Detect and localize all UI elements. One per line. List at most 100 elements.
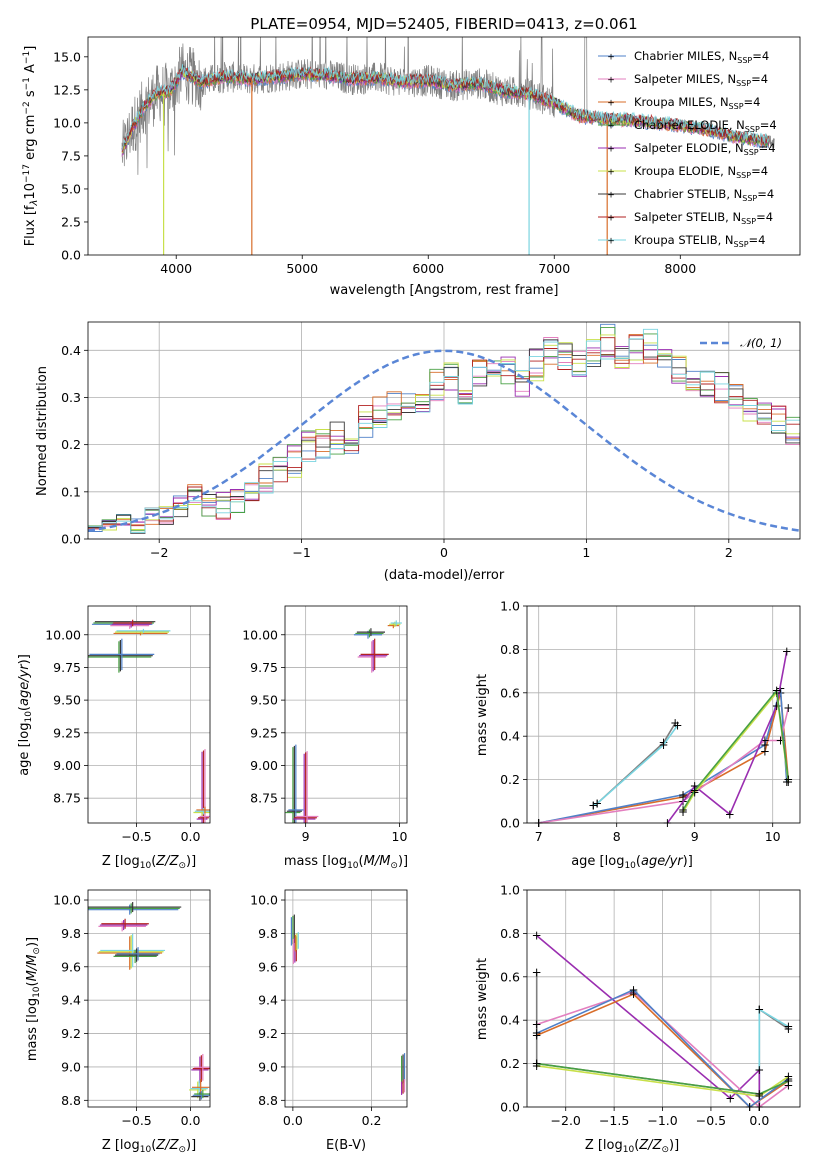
series-marker: +: [532, 929, 542, 943]
y-tick-label: 9.0: [61, 1059, 81, 1074]
y-tick-label: 10.0: [250, 893, 278, 908]
series-marker: +: [532, 965, 542, 979]
y-tick-label: 0.8: [500, 642, 520, 657]
y-tick-label: 9.00: [53, 758, 81, 773]
y-tick-label: 0.8: [500, 926, 520, 941]
histogram-step-line-4: [88, 327, 800, 532]
y-tick-label: 9.25: [53, 725, 81, 740]
series-marker: +: [670, 716, 680, 730]
x-tick-label: 0: [440, 545, 448, 560]
x-tick-label: −0.5: [121, 1113, 151, 1128]
axes-frame: [526, 605, 801, 824]
legend-marker: +: [607, 76, 615, 86]
x-tick-label: 0.0: [283, 1113, 303, 1128]
axes-frame: [87, 889, 211, 1108]
series-marker: +: [532, 1059, 542, 1073]
series-marker: +: [532, 1026, 542, 1040]
y-tick-label: 8.75: [53, 791, 81, 806]
legend-label-4: Chabrier ELODIE, NSSP=4: [634, 118, 777, 134]
series-marker: +: [783, 1020, 793, 1034]
histogram-legend: 𝒩(0, 1): [700, 336, 782, 350]
series-marker: +: [783, 775, 793, 789]
y-axis-label-mass: mass [log10(M/M⊙)]: [25, 937, 42, 1061]
y-tick-label: 8.75: [250, 791, 278, 806]
series-marker: +: [532, 1057, 542, 1071]
histogram-step-line-6: [88, 334, 800, 531]
y-tick-label: 10.00: [242, 627, 278, 642]
series-marker: +: [775, 734, 785, 748]
x-axis-label-ebv: E(B-V): [326, 1138, 366, 1153]
series-marker: +: [783, 773, 793, 787]
axes-frame: [87, 605, 211, 824]
y-axis-label-residual: Normed distribution: [35, 366, 50, 496]
histogram-step-line-3: [88, 333, 800, 530]
x-axis-label-residual: (data-model)/error: [384, 568, 505, 583]
mass-weight-series-5: [538, 707, 790, 823]
y-tick-label: 0.2: [500, 1056, 520, 1071]
y-tick-label: 7.5: [61, 148, 81, 163]
x-axis-label-Z-mass: Z [log10(Z/Z⊙)]: [102, 1138, 196, 1155]
x-tick-label: 7: [535, 829, 543, 844]
y-tick-label: 0.1: [61, 484, 81, 499]
y-tick-label: 9.4: [61, 993, 81, 1008]
series-marker: +: [783, 1074, 793, 1088]
age-vs-mass-panel: 9 10 8.75 9.00 9.25 9.50 9.75 10.00: [242, 605, 407, 844]
x-tick-label: −2.0: [551, 1113, 581, 1128]
x-tick-label: 6000: [412, 261, 444, 276]
series-marker: +: [783, 1078, 793, 1092]
residual-histogram-panel: −2 −1 0 1 2 0.0 0.1 0.2 0.3 0.4: [61, 321, 801, 560]
series-marker: +: [628, 985, 638, 999]
mass-weight-series-8: [682, 688, 790, 811]
model-spectrum-line-9: [121, 64, 769, 151]
legend-marker: +: [607, 168, 615, 178]
series-marker: +: [783, 1072, 793, 1086]
y-tick-label: 0.2: [500, 772, 520, 787]
mass-weight-series-3: [536, 934, 761, 1107]
series-marker: +: [592, 796, 602, 810]
x-axis-label-mass: mass [log10(M/M⊙)]: [284, 854, 408, 871]
series-marker: +: [628, 983, 638, 997]
series-marker: +: [754, 1089, 764, 1103]
chart-title: PLATE=0954, MJD=52405, FIBERID=0413, z=0…: [250, 15, 637, 33]
axes-frame: [526, 889, 801, 1108]
series-marker: +: [782, 645, 792, 659]
y-tick-label: 0.3: [61, 390, 81, 405]
y-tick-label: 9.75: [250, 660, 278, 675]
legend-marker: +: [607, 237, 615, 247]
y-tick-label: 9.50: [53, 693, 81, 708]
legend-marker: +: [607, 122, 615, 132]
legend-label-3: Kroupa MILES, NSSP=4: [634, 95, 760, 111]
model-spectrum-line-4: [121, 69, 769, 154]
x-tick-label: 8: [613, 829, 621, 844]
y-axis-label-mass-weight-2: mass weight: [475, 958, 490, 1040]
y-tick-label: 0.0: [61, 248, 81, 263]
legend-label-6: Kroupa ELODIE, NSSP=4: [634, 164, 768, 180]
x-tick-label: 0.0: [749, 1113, 769, 1128]
series-marker: +: [760, 738, 770, 752]
series-marker: +: [783, 1022, 793, 1036]
mass-weight-series-7: [536, 1065, 789, 1098]
y-tick-label: 9.00: [250, 758, 278, 773]
mass-weight-series-2: [592, 724, 679, 807]
series-marker: +: [690, 786, 700, 800]
y-tick-label: 1.0: [500, 883, 520, 898]
y-tick-label: 10.00: [45, 627, 81, 642]
spectrum-panel: 4000 5000 6000 7000 8000 0.0 2.5 5.0 7.5 10.0 12.5…: [53, 36, 801, 276]
series-marker: +: [754, 1063, 764, 1077]
series-marker: +: [628, 987, 638, 1001]
legend-label-9: Kroupa STELIB, NSSP=4: [634, 233, 765, 249]
axes-frame: [284, 889, 408, 1108]
series-marker: +: [783, 1074, 793, 1088]
series-marker: +: [760, 744, 770, 758]
y-tick-label: 9.4: [258, 993, 278, 1008]
series-marker: +: [532, 1028, 542, 1042]
histogram-step-line-9: [88, 328, 800, 533]
y-axis-label-mass-weight-1: mass weight: [475, 674, 490, 756]
series-marker: +: [783, 701, 793, 715]
x-tick-label: 8000: [664, 261, 696, 276]
y-tick-label: 9.75: [53, 660, 81, 675]
x-tick-label: 2: [725, 545, 733, 560]
x-axis-label-age-weight: age [log10(age/yr)]: [571, 854, 693, 871]
y-tick-label: 10.0: [53, 893, 81, 908]
